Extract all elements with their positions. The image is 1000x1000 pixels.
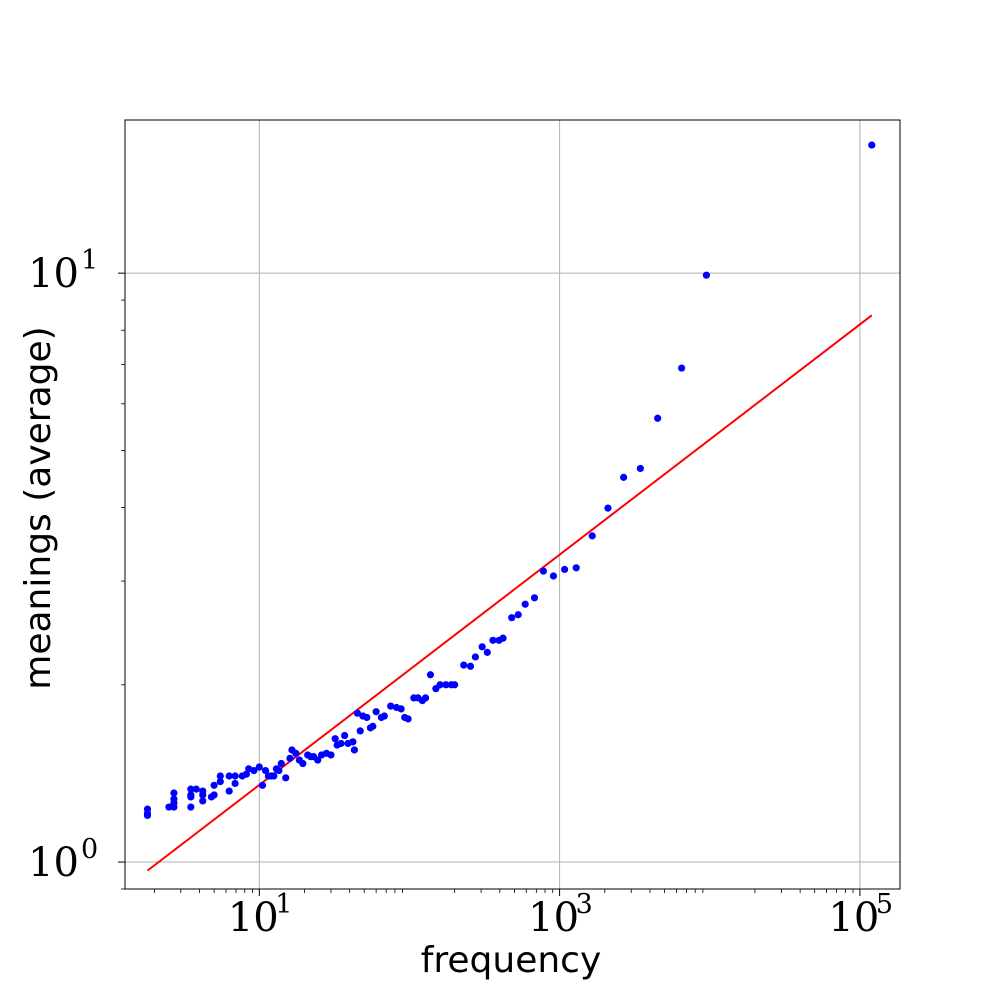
- data-point: [451, 681, 459, 689]
- data-points: [143, 141, 876, 820]
- data-point: [868, 141, 876, 149]
- data-point: [331, 735, 339, 743]
- data-point: [539, 567, 547, 575]
- data-point: [192, 785, 200, 793]
- data-point: [255, 763, 263, 771]
- data-point: [363, 713, 371, 722]
- data-point: [258, 781, 267, 789]
- data-point: [299, 759, 307, 768]
- data-point: [292, 749, 300, 757]
- data-point: [225, 772, 233, 780]
- y-axis-label: meanings (average): [18, 326, 59, 689]
- fit-line: [146, 314, 873, 872]
- data-point: [187, 803, 195, 811]
- data-point: [369, 722, 377, 730]
- y-tick-exponent: 1: [81, 245, 98, 276]
- data-point: [337, 739, 345, 748]
- data-point: [270, 772, 278, 780]
- x-axis-label: frequency: [421, 940, 602, 981]
- data-point: [380, 712, 388, 720]
- data-point: [143, 805, 152, 813]
- data-point: [421, 694, 430, 702]
- data-point: [170, 789, 178, 797]
- data-point: [471, 653, 480, 661]
- data-point: [549, 572, 558, 580]
- y-tick-label: 10 0: [28, 834, 98, 886]
- data-point: [286, 754, 294, 762]
- data-point: [426, 671, 435, 679]
- data-point: [187, 785, 195, 793]
- data-point: [210, 791, 218, 799]
- x-tick-exponent: 5: [876, 889, 893, 920]
- data-point: [199, 797, 207, 805]
- data-point: [521, 600, 529, 608]
- data-point: [372, 708, 380, 716]
- data-point: [350, 746, 359, 754]
- data-point: [561, 565, 569, 574]
- data-point: [588, 532, 596, 540]
- data-point: [442, 681, 450, 689]
- data-point: [654, 414, 662, 422]
- data-point: [489, 636, 497, 644]
- data-point: [187, 791, 195, 799]
- x-axis-ticks: 101 103 105: [153, 889, 893, 941]
- data-point: [210, 781, 218, 789]
- data-point: [460, 661, 468, 669]
- data-point: [170, 795, 178, 803]
- data-point: [483, 648, 491, 656]
- data-point: [216, 772, 224, 780]
- data-point: [499, 634, 507, 642]
- data-point: [277, 759, 285, 768]
- x-tick-label: 103: [528, 889, 593, 941]
- grid-lines: [125, 120, 900, 889]
- x-tick-base: 10: [228, 895, 279, 941]
- fit-line-layer: [146, 314, 873, 872]
- data-point: [387, 702, 395, 710]
- data-point: [678, 364, 686, 372]
- x-tick-base: 10: [528, 895, 579, 941]
- data-point: [165, 803, 173, 811]
- data-point: [275, 766, 283, 775]
- data-point: [327, 751, 335, 759]
- data-point: [341, 731, 349, 740]
- data-point: [436, 681, 444, 689]
- y-tick-base: 10: [28, 251, 79, 297]
- data-point: [261, 766, 270, 775]
- data-point: [349, 738, 357, 746]
- data-point: [404, 715, 412, 723]
- y-tick-exponent: 0: [81, 834, 98, 865]
- data-point: [636, 464, 644, 473]
- data-point: [356, 727, 364, 735]
- data-point: [353, 709, 361, 717]
- data-point: [242, 770, 250, 778]
- data-point: [250, 766, 258, 775]
- x-tick-exponent: 1: [275, 889, 292, 920]
- data-point: [314, 756, 322, 764]
- data-point: [508, 614, 516, 622]
- data-point: [231, 772, 239, 780]
- data-point: [604, 504, 612, 512]
- data-point: [466, 662, 475, 670]
- y-tick-label: 10 1: [28, 245, 98, 297]
- x-tick-label: 101: [228, 889, 293, 941]
- x-tick-exponent: 3: [576, 889, 593, 920]
- data-point: [702, 271, 710, 279]
- data-point: [225, 787, 233, 795]
- data-point: [231, 779, 239, 788]
- data-point: [572, 564, 580, 572]
- data-point: [397, 705, 405, 713]
- data-point: [199, 787, 207, 795]
- data-point: [282, 774, 290, 782]
- plot-frame: [124, 119, 901, 890]
- y-tick-base: 10: [28, 840, 79, 886]
- data-point: [478, 643, 486, 651]
- x-tick-base: 10: [828, 895, 879, 941]
- data-point: [620, 473, 628, 481]
- data-point: [514, 611, 522, 619]
- data-point: [530, 594, 539, 602]
- x-tick-label: 105: [828, 889, 893, 941]
- data-point: [216, 777, 224, 786]
